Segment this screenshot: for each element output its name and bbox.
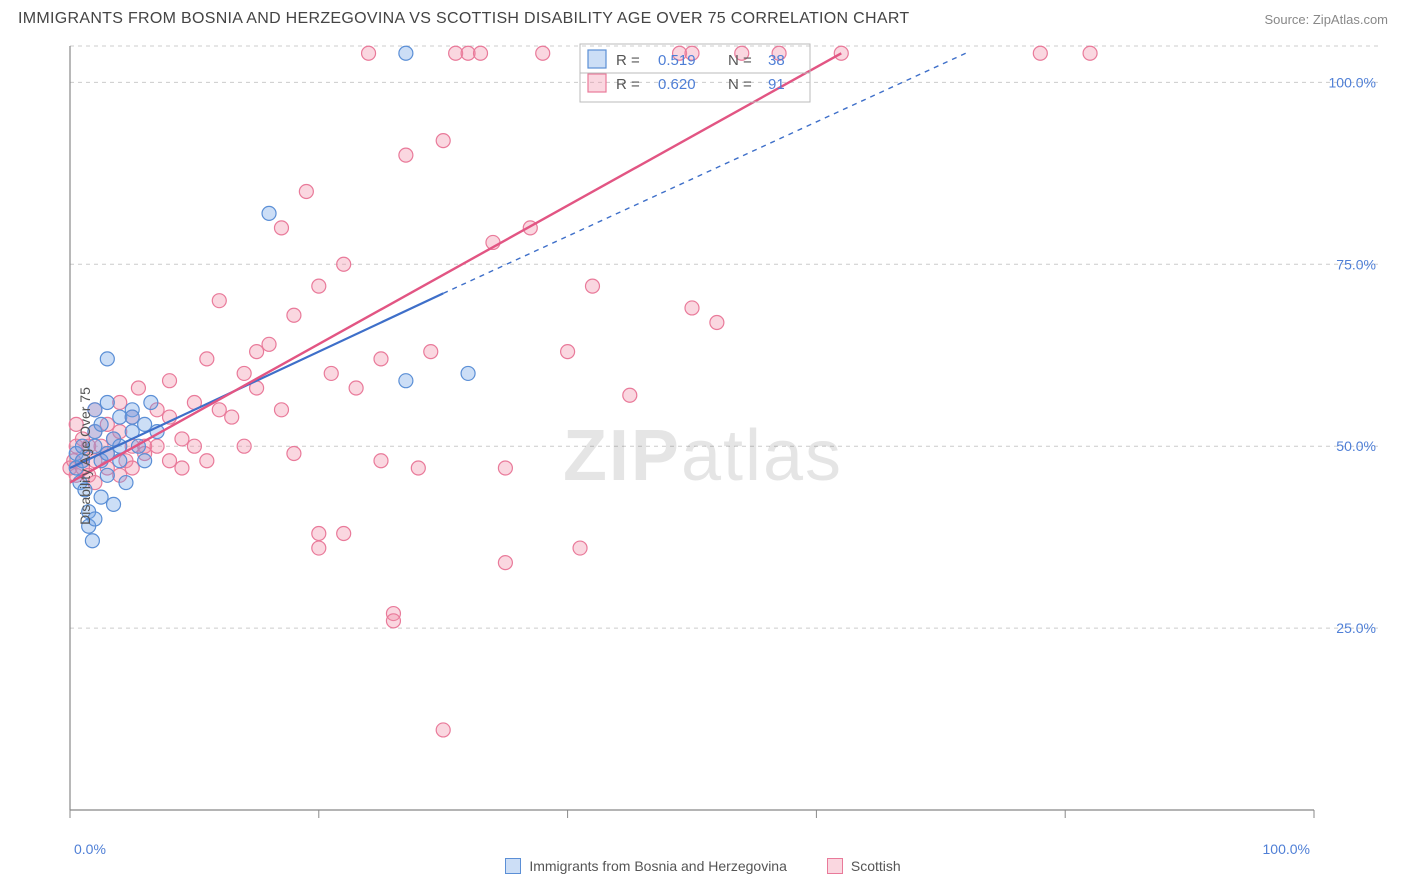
data-point	[262, 206, 276, 220]
data-point	[399, 374, 413, 388]
data-point	[561, 345, 575, 359]
data-point	[144, 396, 158, 410]
data-point	[100, 352, 114, 366]
data-point	[685, 301, 699, 315]
x-tick-label: 100.0%	[1263, 841, 1310, 857]
legend-label: Immigrants from Bosnia and Herzegovina	[529, 858, 787, 874]
data-point	[573, 541, 587, 555]
data-point	[131, 381, 145, 395]
stats-swatch	[588, 74, 606, 92]
data-point	[262, 337, 276, 351]
correlation-scatter-chart: 25.0% 50.0% 75.0% 100.0% 0.0% 100.0% R = 0.519 N…	[18, 38, 1388, 874]
data-point	[498, 461, 512, 475]
data-point	[324, 366, 338, 380]
data-point	[175, 432, 189, 446]
data-point	[386, 614, 400, 628]
data-point	[150, 439, 164, 453]
legend-swatch	[827, 858, 843, 874]
data-point	[337, 527, 351, 541]
trend-line	[70, 53, 841, 482]
stats-n-value: 91	[768, 76, 785, 93]
y-tick-label: 75.0%	[1336, 256, 1376, 272]
data-point	[175, 461, 189, 475]
data-point	[187, 439, 201, 453]
data-point	[107, 497, 121, 511]
y-axis-label: Disability Age Over 75	[77, 387, 93, 525]
data-point	[212, 403, 226, 417]
data-point	[200, 454, 214, 468]
data-point	[287, 446, 301, 460]
data-point	[287, 308, 301, 322]
data-point	[138, 454, 152, 468]
data-point	[212, 294, 226, 308]
data-point	[362, 46, 376, 60]
data-point	[225, 410, 239, 424]
data-point	[299, 185, 313, 199]
y-tick-label: 25.0%	[1336, 620, 1376, 636]
data-point	[250, 345, 264, 359]
data-point	[312, 279, 326, 293]
data-point	[100, 468, 114, 482]
data-point	[1083, 46, 1097, 60]
legend-bottom: Immigrants from Bosnia and Herzegovina Sc…	[18, 858, 1388, 874]
data-point	[138, 417, 152, 431]
data-point	[498, 556, 512, 570]
stats-n-value: 38	[768, 52, 785, 69]
data-point	[411, 461, 425, 475]
data-point	[125, 461, 139, 475]
data-point	[100, 396, 114, 410]
data-point	[585, 279, 599, 293]
data-point	[163, 454, 177, 468]
y-tick-label: 50.0%	[1336, 438, 1376, 454]
stats-swatch	[588, 50, 606, 68]
data-point	[424, 345, 438, 359]
data-point	[163, 374, 177, 388]
stats-r-value: 0.620	[658, 76, 696, 93]
legend-label: Scottish	[851, 858, 901, 874]
data-point	[623, 388, 637, 402]
legend-swatch	[505, 858, 521, 874]
data-point	[200, 352, 214, 366]
data-point	[536, 46, 550, 60]
trend-line-extension	[443, 53, 965, 293]
data-point	[399, 46, 413, 60]
source-attribution: Source: ZipAtlas.com	[1264, 12, 1388, 27]
data-point	[1033, 46, 1047, 60]
legend-item: Immigrants from Bosnia and Herzegovina	[505, 858, 787, 874]
stats-label: R =	[616, 52, 640, 69]
stats-label: N =	[728, 76, 752, 93]
y-tick-label: 100.0%	[1329, 74, 1376, 90]
data-point	[399, 148, 413, 162]
data-point	[374, 454, 388, 468]
data-point	[349, 381, 363, 395]
data-point	[337, 257, 351, 271]
x-tick-label: 0.0%	[74, 841, 106, 857]
data-point	[237, 366, 251, 380]
stats-label: R =	[616, 76, 640, 93]
data-point	[125, 410, 139, 424]
data-point	[312, 541, 326, 555]
legend-item: Scottish	[827, 858, 901, 874]
data-point	[85, 534, 99, 548]
data-point	[237, 439, 251, 453]
data-point	[94, 417, 108, 431]
data-point	[312, 527, 326, 541]
data-point	[710, 315, 724, 329]
data-point	[94, 490, 108, 504]
data-point	[374, 352, 388, 366]
chart-title: IMMIGRANTS FROM BOSNIA AND HERZEGOVINA V…	[18, 10, 909, 28]
data-point	[436, 723, 450, 737]
stats-label: N =	[728, 52, 752, 69]
data-point	[274, 403, 288, 417]
data-point	[274, 221, 288, 235]
stats-r-value: 0.519	[658, 52, 696, 69]
data-point	[474, 46, 488, 60]
trend-line	[70, 293, 443, 468]
data-point	[461, 366, 475, 380]
data-point	[436, 134, 450, 148]
data-point	[119, 476, 133, 490]
chart-container: Disability Age Over 75 25.0% 50.0% 75.0% 10…	[18, 38, 1388, 874]
